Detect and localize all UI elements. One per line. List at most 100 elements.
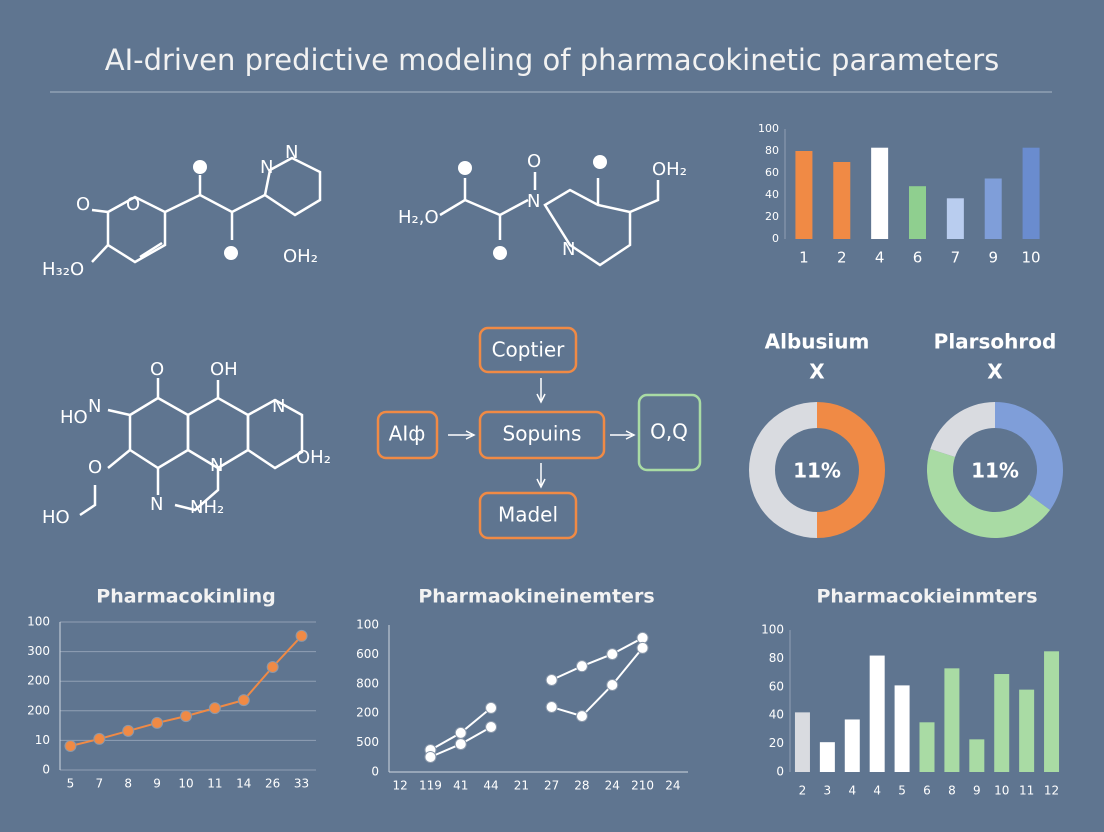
x-tick-label: 10 <box>994 784 1009 798</box>
point <box>454 738 467 751</box>
atom: N <box>210 455 223 476</box>
y-tick-label: 100 <box>27 615 50 629</box>
y-tick-label: 60 <box>769 679 784 693</box>
donut-segment <box>995 402 1063 510</box>
bar <box>833 162 851 239</box>
x-tick-label: 11 <box>207 777 222 791</box>
x-tick-label: 8 <box>124 777 132 791</box>
x-tick-label: 10 <box>178 777 193 791</box>
point <box>575 710 588 723</box>
bar <box>994 674 1010 772</box>
atom: N <box>260 157 273 178</box>
chart-title: Pharmacokieinmters <box>816 586 1037 608</box>
point <box>636 641 649 654</box>
bar <box>909 186 926 239</box>
flow-node: Sopuins <box>503 422 582 446</box>
y-tick-label: 200 <box>356 706 379 720</box>
chart-subtitle: X <box>809 360 825 384</box>
atom: O <box>527 151 541 172</box>
bar <box>944 668 960 772</box>
bar <box>1022 147 1040 239</box>
flow-node: O,Q <box>650 420 688 444</box>
y-tick-label: 0 <box>42 763 50 777</box>
atom: OH₂ <box>283 246 318 267</box>
flow-node: Coptier <box>492 338 566 362</box>
point <box>545 673 558 686</box>
atom: OH₂ <box>652 159 687 180</box>
y-tick-label: 40 <box>769 708 784 722</box>
x-tick-label: 4 <box>873 784 881 798</box>
point <box>575 660 588 673</box>
point <box>151 716 164 729</box>
x-tick-label: 119 <box>419 779 442 793</box>
flow-node: Madel <box>498 503 558 527</box>
atom: N <box>527 191 540 212</box>
chart-title: Pharmaokineinemters <box>418 586 654 608</box>
x-tick-label: 9 <box>973 784 981 798</box>
point <box>454 726 467 739</box>
x-tick-label: 26 <box>265 777 280 791</box>
center-label: 11% <box>971 459 1019 483</box>
bar <box>919 722 935 772</box>
flow-box <box>478 326 578 374</box>
atom: N <box>272 396 285 417</box>
chart-subtitle: X <box>987 360 1003 384</box>
atom: HO <box>60 407 88 428</box>
y-tick-label: 200 <box>27 703 50 717</box>
y-tick-label: 0 <box>371 765 379 779</box>
x-tick-label: 44 <box>483 779 498 793</box>
atom: O <box>150 359 164 380</box>
x-tick-label: 33 <box>294 777 309 791</box>
flow-arrows <box>448 378 636 489</box>
x-tick-label: 5 <box>67 777 75 791</box>
atom: O <box>88 457 102 478</box>
point <box>64 740 77 753</box>
point <box>266 660 279 673</box>
point <box>606 678 619 691</box>
bar <box>819 742 835 772</box>
flow-node: AIф <box>389 422 426 446</box>
x-tick-label: 7 <box>96 777 104 791</box>
x-tick-label: 12 <box>1044 784 1059 798</box>
molecule: O N OH₂ H₂,O N <box>398 151 687 267</box>
x-tick-label: 8 <box>948 784 956 798</box>
bar <box>1019 689 1035 772</box>
x-tick-label: 210 <box>631 779 654 793</box>
flow-box <box>478 410 606 460</box>
atom: N <box>150 494 163 515</box>
donut-segment <box>817 402 885 538</box>
flow-box <box>478 491 578 540</box>
molecule: O OH HO N N O OH₂ N NH₂ HO N <box>42 359 331 528</box>
x-tick-label: 6 <box>913 249 923 267</box>
donut-segment <box>930 402 995 458</box>
x-tick-label: 2 <box>799 784 807 798</box>
donut-segment <box>749 402 817 538</box>
y-tick-label: 200 <box>27 674 50 688</box>
atom: OH <box>210 359 238 380</box>
x-tick-label: 4 <box>848 784 856 798</box>
y-tick-label: 0 <box>772 232 779 245</box>
y-tick-label: 80 <box>765 144 779 157</box>
atom: N <box>88 396 101 417</box>
chart-title: Albusium <box>765 330 870 354</box>
x-tick-label: 5 <box>898 784 906 798</box>
y-tick-label: 60 <box>765 166 779 179</box>
chart-title: Plarsohrod <box>934 330 1057 354</box>
molecule: O O H₃₂O N N OH₂ <box>42 142 322 280</box>
x-tick-label: 41 <box>453 779 468 793</box>
x-tick-label: 14 <box>236 777 251 791</box>
atom: O <box>76 194 90 215</box>
x-tick-label: 27 <box>544 779 559 793</box>
point <box>485 721 498 734</box>
y-tick-label: 100 <box>761 623 784 637</box>
atom: NH₂ <box>190 497 224 518</box>
bar <box>869 655 885 772</box>
bar <box>894 685 910 772</box>
atom: H₃₂O <box>42 259 84 280</box>
point <box>424 751 437 764</box>
flowchart <box>376 326 702 540</box>
bar <box>946 198 964 239</box>
atom: HO <box>42 507 70 528</box>
